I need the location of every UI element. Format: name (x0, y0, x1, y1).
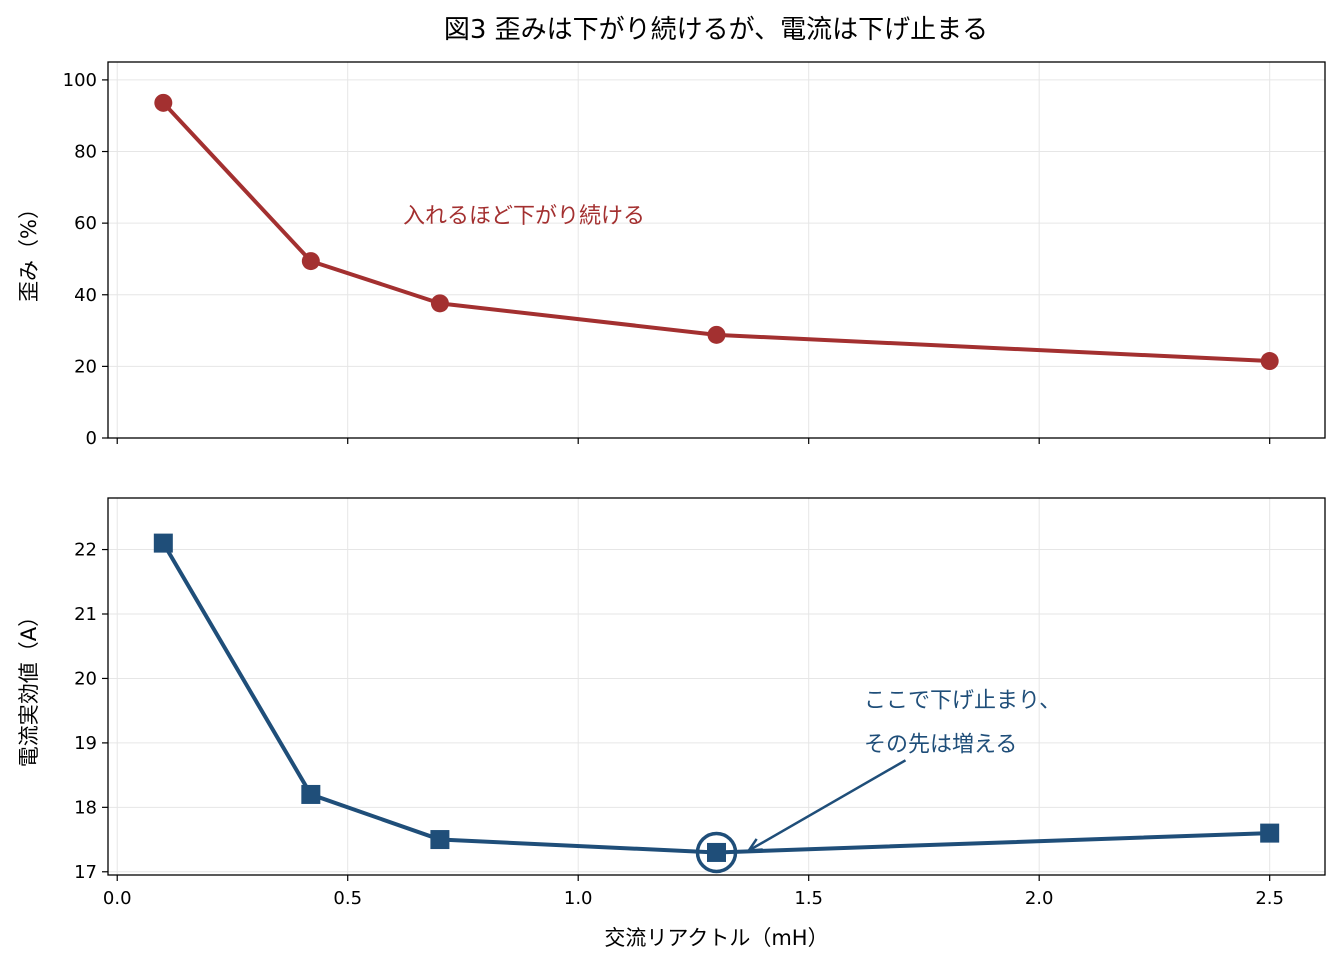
y-axis-title: 歪み（%） (17, 198, 41, 302)
annotation-text-line: ここで下げ止まり、 (864, 688, 1061, 713)
y-tick-label: 22 (74, 540, 97, 561)
series-line (161, 542, 1270, 855)
x-tick-label: 1.5 (794, 888, 823, 909)
y-axis-title: 電流実効値（A） (17, 606, 41, 767)
y-tick-label: 21 (74, 604, 97, 625)
y-tick-label: 19 (74, 733, 97, 754)
data-point (154, 93, 173, 112)
data-point (301, 784, 321, 804)
data-point (1260, 823, 1280, 843)
x-tick-label: 2.5 (1255, 888, 1284, 909)
y-tick-label: 20 (74, 356, 97, 377)
distortion-panel: 0 20 40 60 80 100 歪み（%） 入れるほど下がり続ける (17, 61, 1326, 449)
y-tick-label: 17 (74, 862, 97, 883)
y-tick-label: 80 (74, 142, 97, 163)
y-tick-label: 18 (74, 797, 97, 818)
x-tick-label: 1.0 (564, 888, 593, 909)
current-panel: 17 18 19 20 21 22 0.0 0.5 1.0 1.5 2.0 2.5 電流実効値（A） 交流… (17, 497, 1326, 950)
y-tick-label: 20 (74, 668, 97, 689)
x-tick-label: 0.0 (103, 888, 132, 909)
y-tick-label: 0 (86, 428, 97, 449)
plot-frame (107, 497, 1326, 876)
data-point (707, 325, 726, 344)
annotation-text: 入れるほど下がり続ける (403, 204, 645, 229)
data-point (1260, 352, 1279, 371)
highlight-ring (695, 831, 738, 874)
annotation-arrow-head (746, 838, 763, 852)
figure-title: 図3 歪みは下がり続けるが、電流は下げ止まる (444, 15, 988, 45)
data-point (430, 830, 450, 850)
y-tick-label: 40 (74, 285, 97, 306)
plot-frame (107, 61, 1326, 439)
data-point (153, 533, 173, 553)
data-point (301, 252, 320, 271)
data-point (707, 842, 726, 862)
y-tick-label: 60 (74, 213, 97, 234)
x-tick-label: 2.0 (1025, 888, 1054, 909)
x-axis-title: 交流リアクトル（mH） (604, 926, 828, 950)
annotation-arrow (748, 759, 907, 852)
data-point (430, 294, 449, 313)
annotation-text-line: その先は増える (864, 732, 1017, 757)
y-tick-label: 100 (63, 70, 97, 91)
x-tick-label: 0.5 (333, 888, 362, 909)
series-line (161, 101, 1270, 364)
